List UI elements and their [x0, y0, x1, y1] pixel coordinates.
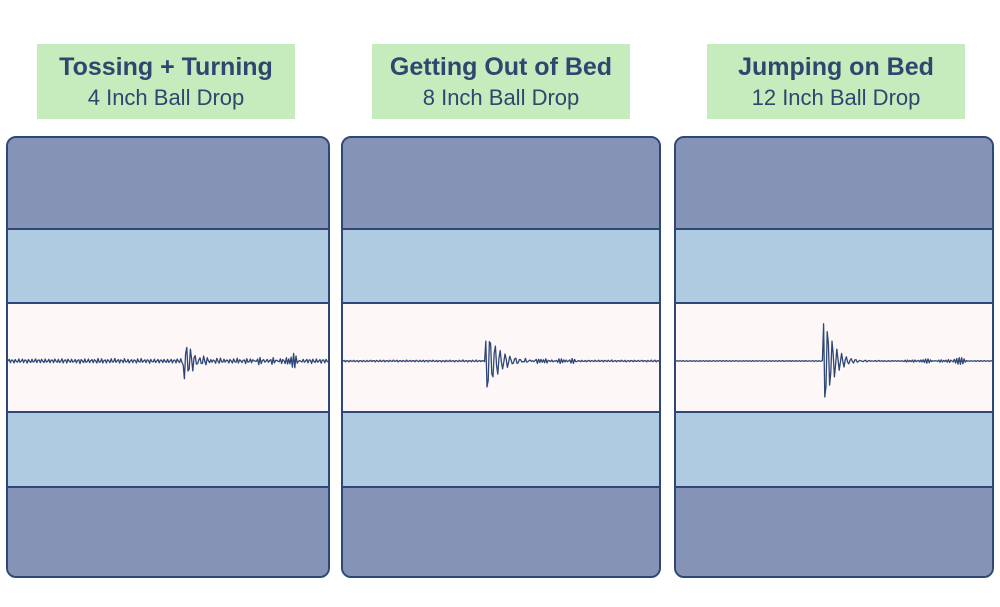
mattress-layer-lower	[343, 413, 659, 488]
label-tossing-turning: Tossing + Turning 4 Inch Ball Drop	[37, 44, 295, 119]
mattress-layer-bottom	[8, 488, 328, 576]
label-subtitle: 8 Inch Ball Drop	[422, 84, 580, 110]
mattress-layer-upper	[676, 230, 992, 304]
mattress-panel-getting-out-of-bed	[341, 136, 661, 578]
mattress-panel-tossing-turning	[6, 136, 330, 578]
mattress-layer-upper	[8, 230, 328, 304]
mattress-layer-lower	[676, 413, 992, 488]
motion-waveform-tossing-turning	[8, 346, 328, 380]
mattress-panel-jumping-on-bed	[674, 136, 994, 578]
motion-waveform-jumping-on-bed	[676, 323, 992, 398]
label-title: Jumping on Bed	[738, 52, 934, 81]
label-jumping-on-bed: Jumping on Bed 12 Inch Ball Drop	[707, 44, 965, 119]
label-subtitle: 4 Inch Ball Drop	[87, 84, 245, 110]
mattress-layer-top	[343, 138, 659, 230]
label-subtitle: 12 Inch Ball Drop	[751, 84, 921, 110]
label-getting-out-of-bed: Getting Out of Bed 8 Inch Ball Drop	[372, 44, 630, 119]
mattress-layer-top	[676, 138, 992, 230]
mattress-layer-bottom	[343, 488, 659, 576]
mattress-layer-top	[8, 138, 328, 230]
mattress-layer-bottom	[676, 488, 992, 576]
mattress-layer-upper	[343, 230, 659, 304]
label-title: Getting Out of Bed	[389, 52, 613, 81]
mattress-layer-lower	[8, 413, 328, 488]
motion-waveform-getting-out-of-bed	[343, 340, 659, 388]
label-title: Tossing + Turning	[59, 52, 273, 81]
mattress-layer-center	[8, 304, 328, 413]
